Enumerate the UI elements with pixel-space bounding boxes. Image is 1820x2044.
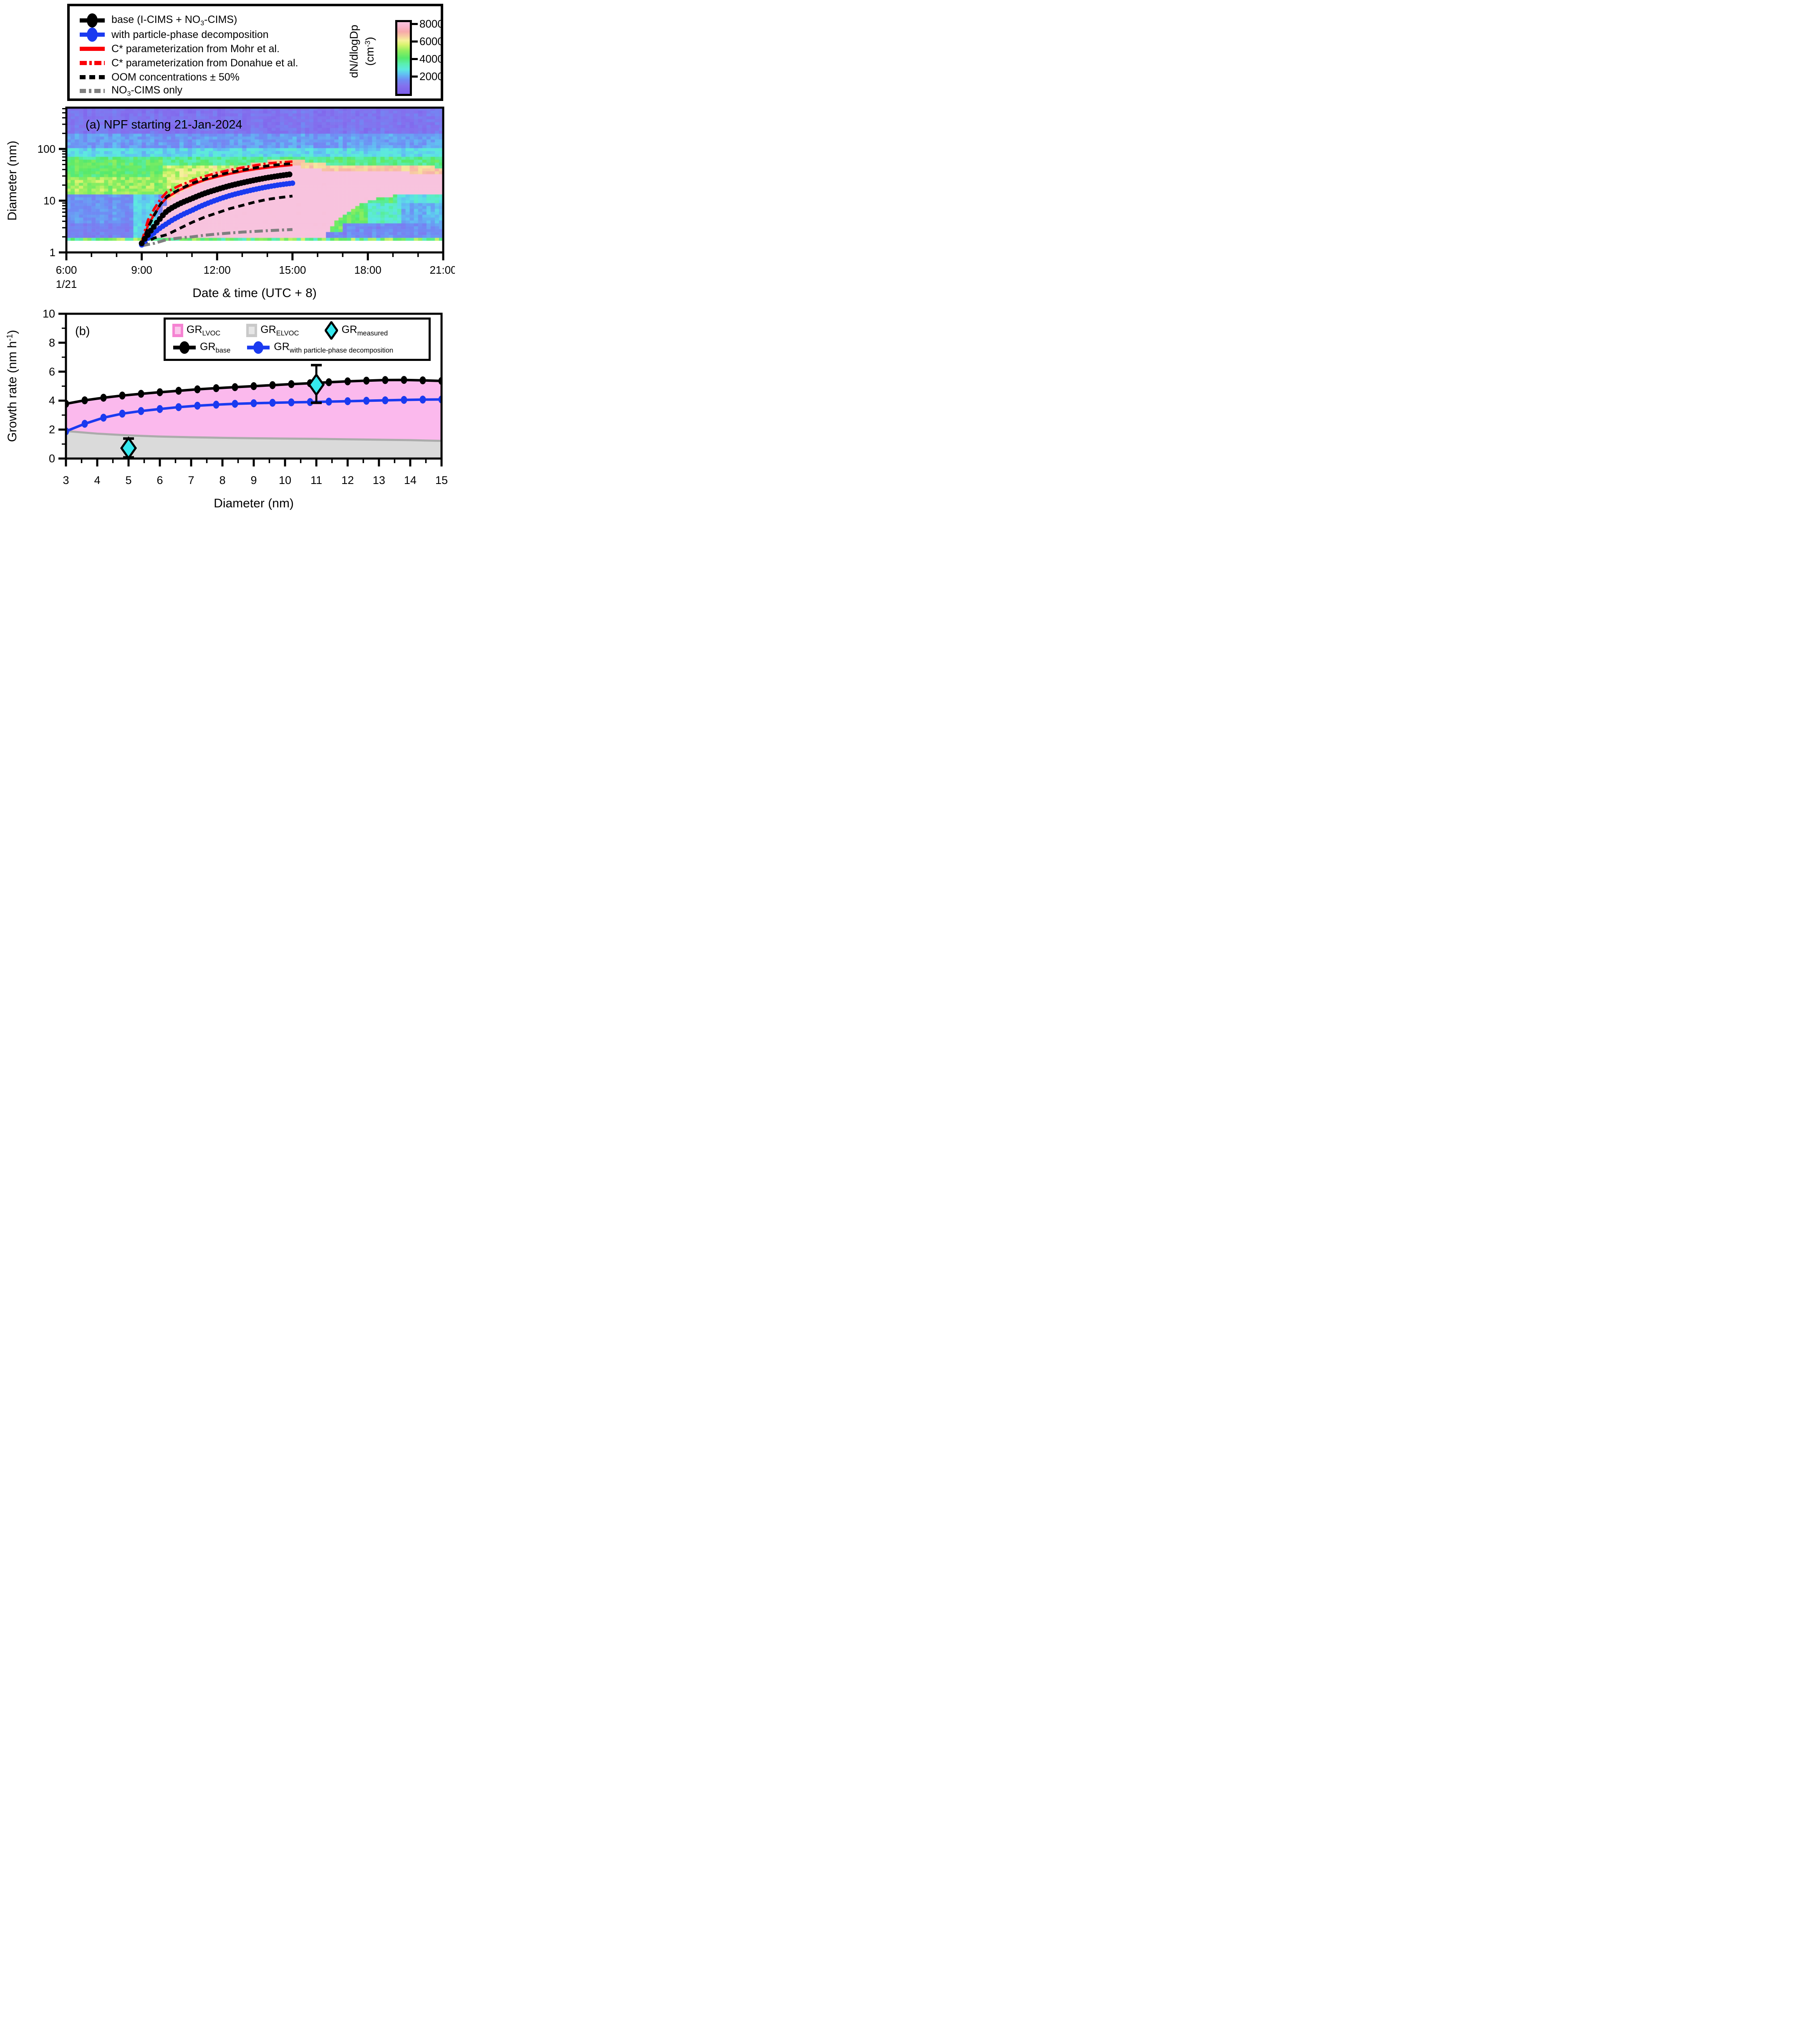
black-line-circle-icon (173, 341, 196, 354)
y-tick-label: 6 (49, 365, 55, 378)
panel-b-label: (b) (75, 325, 90, 338)
x-tick-label: 9 (250, 474, 257, 486)
colorbar-tick-label: 6000 (419, 35, 444, 48)
blue-circle-line-icon (80, 28, 105, 42)
x-tick-label: 6 (157, 474, 163, 486)
black-circle-line-icon (80, 13, 105, 28)
y-tick-label: 4 (49, 394, 55, 407)
red-dashdot-line-icon (80, 61, 105, 65)
x-tick-label: 13 (373, 474, 385, 486)
colorbar (395, 20, 412, 96)
legend-item-decomposition: with particle-phase decomposition (79, 27, 269, 42)
colorbar-tick (412, 76, 418, 78)
gr-measured-point (308, 373, 325, 397)
x-tick-label: 4 (94, 474, 100, 486)
colorbar-tick-label: 2000 (419, 70, 444, 83)
x-tick-label: 14 (404, 474, 417, 486)
legend-item-gr-measured: GRmeasured (325, 321, 388, 340)
x-tick-label: 5 (125, 474, 131, 486)
y-tick-label: 2 (49, 423, 55, 436)
legend-panel-b: GRLVOC GRELVOC GRmeasured GRbase (164, 318, 431, 361)
legend-label: OOM concentrations ± 50% (111, 71, 240, 83)
figure: base (I-CIMS + NO3-CIMS) with particle-p… (0, 0, 455, 515)
legend-label: with particle-phase decomposition (111, 28, 269, 40)
series-oom-minus50 (141, 194, 293, 246)
legend-label: base (I-CIMS + NO3-CIMS) (111, 13, 237, 27)
heatmap-canvas (66, 108, 443, 241)
panel-a-title: (a) NPF starting 21-Jan-2024 (86, 118, 242, 131)
x-tick-label: 8 (219, 474, 225, 486)
x-tick-label: 12:00 (204, 264, 231, 276)
x-tick-label: 18:00 (354, 264, 381, 276)
legend-item-mohr: C* parameterization from Mohr et al. (79, 41, 280, 56)
area-gr-elvoc (66, 431, 442, 459)
legend-label: C* parameterization from Donahue et al. (111, 57, 298, 69)
y-tick-label: 100 (38, 143, 56, 155)
gr-elvoc-edge (66, 430, 442, 442)
series-oom-plus50 (140, 162, 293, 246)
cyan-diamond-icon (325, 321, 338, 340)
legend-item-donahue: C* parameterization from Donahue et al. (79, 55, 298, 71)
panel-a-date-label: 1/21 (56, 278, 77, 290)
colorbar-tick-label: 8000 (419, 18, 444, 30)
series-cstar-donahue (140, 160, 293, 242)
blue-line-circle-icon (247, 341, 270, 354)
legend-item-gr-decomp: GRwith particle-phase decomposition (246, 340, 393, 355)
colorbar-tick (412, 23, 418, 25)
y-tick-label: 8 (49, 336, 55, 349)
legend-item-no3-only: NO3-CIMS only (79, 83, 182, 98)
gray-dashdot-line-icon (80, 89, 105, 93)
legend-label: NO3-CIMS only (111, 84, 183, 98)
x-tick-label: 15:00 (279, 264, 306, 276)
x-tick-label: 12 (341, 474, 354, 486)
legend-item-gr-base: GRbase (172, 340, 230, 355)
black-dashed-line-icon (80, 75, 105, 79)
legend-item-gr-lvoc: GRLVOC (172, 324, 220, 338)
panel-a-curves (139, 160, 295, 248)
x-tick-label: 15 (435, 474, 448, 486)
x-tick-label: 21:00 (429, 264, 455, 276)
legend-label: C* parameterization from Mohr et al. (111, 43, 280, 55)
y-tick-label: 1 (50, 246, 56, 259)
colorbar-tick (412, 40, 418, 43)
colorbar-tick-label: 4000 (419, 53, 444, 66)
x-tick-label: 7 (188, 474, 194, 486)
pink-square-icon (172, 323, 183, 337)
y-tick-label: 10 (43, 307, 55, 320)
y-tick-label: 0 (49, 452, 55, 465)
panel-b-xlabel: Diameter (nm) (214, 497, 294, 510)
x-tick-label: 9:00 (131, 264, 152, 276)
legend-panel-a: base (I-CIMS + NO3-CIMS) with particle-p… (67, 4, 444, 101)
legend-item-gr-elvoc: GRELVOC (246, 324, 299, 338)
panel-b-plot (66, 364, 442, 459)
red-solid-line-icon (80, 47, 105, 51)
x-tick-label: 10 (279, 474, 291, 486)
colorbar-tick (412, 58, 418, 60)
x-tick-label: 11 (310, 474, 322, 486)
panel-a-frame (65, 106, 444, 254)
legend-item-base: base (I-CIMS + NO3-CIMS) (79, 13, 237, 28)
legend-item-oom: OOM concentrations ± 50% (79, 70, 240, 85)
x-tick-label: 3 (63, 474, 69, 486)
panel-a-xlabel: Date & time (UTC + 8) (192, 286, 317, 300)
series-no3-cims-only (141, 228, 293, 247)
x-tick-label: 6:00 (56, 264, 77, 276)
gray-square-icon (246, 323, 257, 337)
y-tick-label: 10 (43, 194, 56, 207)
